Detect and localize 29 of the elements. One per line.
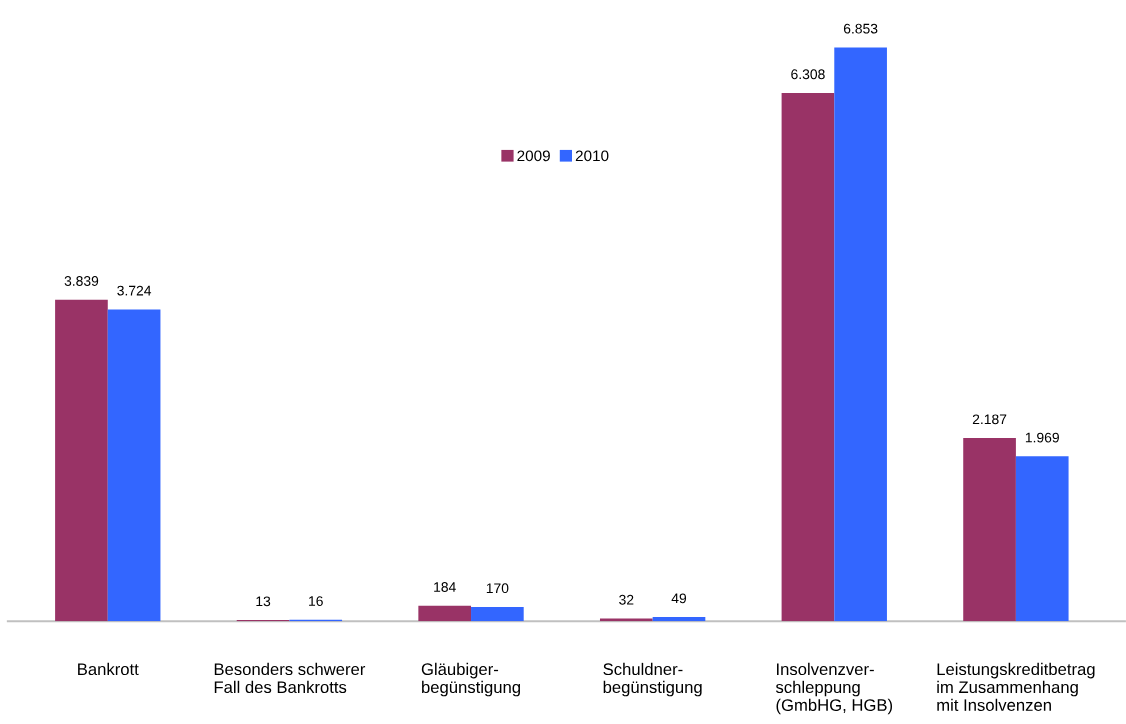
bar xyxy=(107,309,161,622)
data-label: 184 xyxy=(434,582,456,592)
data-label: 13 xyxy=(256,596,271,607)
data-label: 32 xyxy=(619,594,634,605)
legend-label: 2010 xyxy=(575,150,609,162)
bar xyxy=(834,47,887,622)
data-label: 2.187 xyxy=(972,414,1007,425)
data-label: 6.853 xyxy=(843,23,878,34)
data-label: 6.308 xyxy=(791,69,825,80)
data-label: 16 xyxy=(309,596,323,606)
x-tick-label: Gläubiger- begünstigung xyxy=(421,662,520,697)
data-label: 3.839 xyxy=(64,276,99,286)
bar xyxy=(652,617,706,622)
data-label: 49 xyxy=(671,593,687,604)
x-tick-label: Bankrott xyxy=(78,662,139,676)
x-tick-label: Schuldner- begünstigung xyxy=(603,662,702,697)
data-label: 1.969 xyxy=(1025,432,1059,443)
bar xyxy=(963,438,1016,622)
bar xyxy=(781,93,835,622)
bar xyxy=(55,299,108,622)
data-label: 170 xyxy=(486,583,509,594)
bar xyxy=(471,606,524,622)
x-tick-label: Besonders schwerer Fall des Bankrotts xyxy=(214,662,366,694)
legend-label: 2009 xyxy=(517,150,550,162)
x-tick-label: Leistungskreditbetrag im Zusammenhang mit Insolvenzen xyxy=(937,662,1095,712)
data-label: 3.724 xyxy=(117,285,152,296)
bar xyxy=(418,605,472,622)
bar xyxy=(1015,456,1069,622)
x-tick-label: Insolvenzver- schleppung (GmbHG, HGB) xyxy=(775,662,893,715)
